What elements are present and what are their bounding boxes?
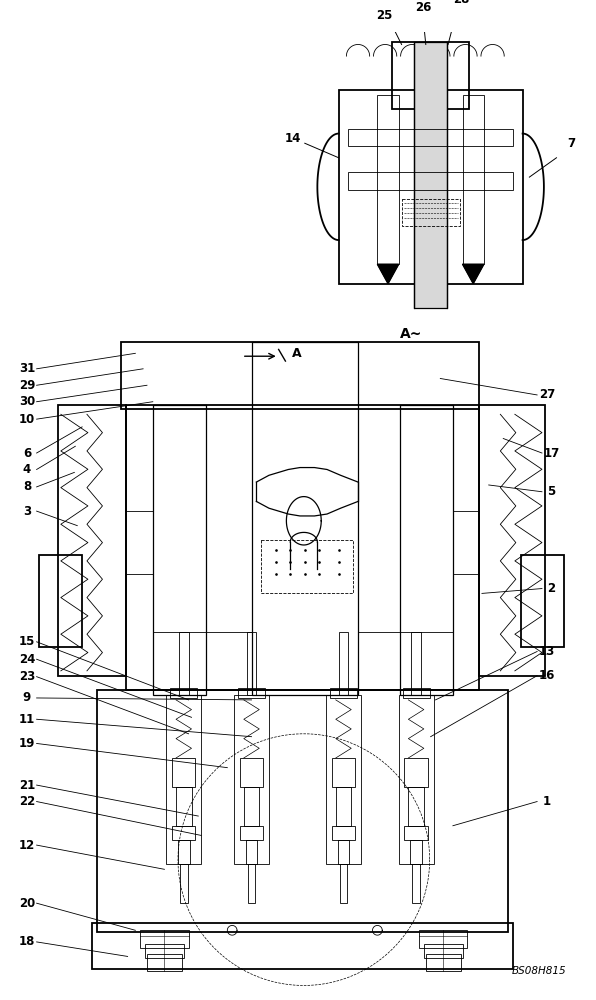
Bar <box>424 944 462 958</box>
Bar <box>339 90 523 284</box>
Text: 21: 21 <box>19 779 35 792</box>
Bar <box>399 695 433 864</box>
Text: 4: 4 <box>23 463 31 476</box>
Text: 24: 24 <box>18 653 35 666</box>
Text: 31: 31 <box>19 362 35 375</box>
Text: 6: 6 <box>23 447 31 460</box>
Bar <box>172 826 195 840</box>
Bar <box>521 555 564 647</box>
Bar <box>247 632 256 695</box>
Bar <box>172 758 195 787</box>
Bar <box>408 787 424 826</box>
Bar <box>252 342 358 695</box>
Bar <box>238 688 265 698</box>
Text: 13: 13 <box>539 645 555 658</box>
Text: 15: 15 <box>18 635 35 648</box>
Bar <box>479 405 545 676</box>
Text: 22: 22 <box>19 795 35 808</box>
Text: 9: 9 <box>23 691 31 704</box>
Text: 1: 1 <box>543 795 551 808</box>
Bar <box>147 954 182 971</box>
Bar <box>126 405 479 690</box>
Text: 8: 8 <box>23 480 31 493</box>
Bar <box>348 172 513 190</box>
Text: 29: 29 <box>18 379 35 392</box>
Bar <box>97 690 508 932</box>
Bar <box>179 632 188 695</box>
Bar <box>244 787 259 826</box>
Bar <box>140 930 188 948</box>
Bar <box>332 826 355 840</box>
Bar <box>405 826 428 840</box>
Bar <box>412 864 420 903</box>
Text: 20: 20 <box>19 897 35 910</box>
Bar <box>180 864 188 903</box>
Bar <box>336 787 351 826</box>
Bar <box>234 695 269 864</box>
Text: 30: 30 <box>19 395 35 408</box>
Bar <box>246 840 257 864</box>
Bar <box>377 95 399 264</box>
Bar <box>410 840 422 864</box>
Text: 7: 7 <box>567 137 575 150</box>
Bar <box>121 342 479 409</box>
Text: 5: 5 <box>548 485 555 498</box>
Text: 28: 28 <box>454 0 470 6</box>
Bar <box>414 42 447 308</box>
Text: 11: 11 <box>19 713 35 726</box>
Text: 16: 16 <box>539 669 555 682</box>
Bar <box>419 930 467 948</box>
Text: 14: 14 <box>285 132 302 145</box>
Bar <box>92 923 513 969</box>
Bar <box>39 555 82 647</box>
Bar <box>400 405 453 695</box>
Polygon shape <box>377 264 399 284</box>
Text: 23: 23 <box>19 670 35 683</box>
Text: 27: 27 <box>539 388 555 401</box>
Bar <box>332 758 355 787</box>
Bar <box>339 632 348 695</box>
Text: 19: 19 <box>18 737 35 750</box>
Bar <box>145 944 184 958</box>
Bar <box>402 199 460 226</box>
Text: 10: 10 <box>19 413 35 426</box>
Polygon shape <box>462 264 484 284</box>
Text: BS08H815: BS08H815 <box>511 966 566 976</box>
Bar <box>261 540 353 593</box>
Text: 12: 12 <box>19 839 35 852</box>
Bar <box>240 758 263 787</box>
Text: 2: 2 <box>548 582 555 595</box>
Bar <box>176 787 191 826</box>
Bar <box>405 758 428 787</box>
Bar <box>402 688 430 698</box>
Text: A: A <box>292 347 302 360</box>
Bar <box>462 95 484 264</box>
Bar <box>392 42 470 109</box>
Bar <box>326 695 361 864</box>
Bar <box>153 405 206 695</box>
Bar <box>338 840 349 864</box>
Bar <box>348 129 513 146</box>
Text: A~: A~ <box>400 327 423 341</box>
Bar <box>340 864 347 903</box>
Bar <box>411 632 421 695</box>
Bar <box>166 695 201 864</box>
Text: 17: 17 <box>544 447 560 460</box>
Bar <box>248 864 256 903</box>
Text: 3: 3 <box>23 505 31 518</box>
Bar <box>330 688 357 698</box>
Text: 26: 26 <box>415 1 431 14</box>
Bar <box>170 688 197 698</box>
Text: 25: 25 <box>376 9 392 22</box>
Text: 18: 18 <box>18 935 35 948</box>
Bar <box>426 954 461 971</box>
Bar <box>240 826 263 840</box>
Bar <box>58 405 126 676</box>
Bar <box>178 840 190 864</box>
